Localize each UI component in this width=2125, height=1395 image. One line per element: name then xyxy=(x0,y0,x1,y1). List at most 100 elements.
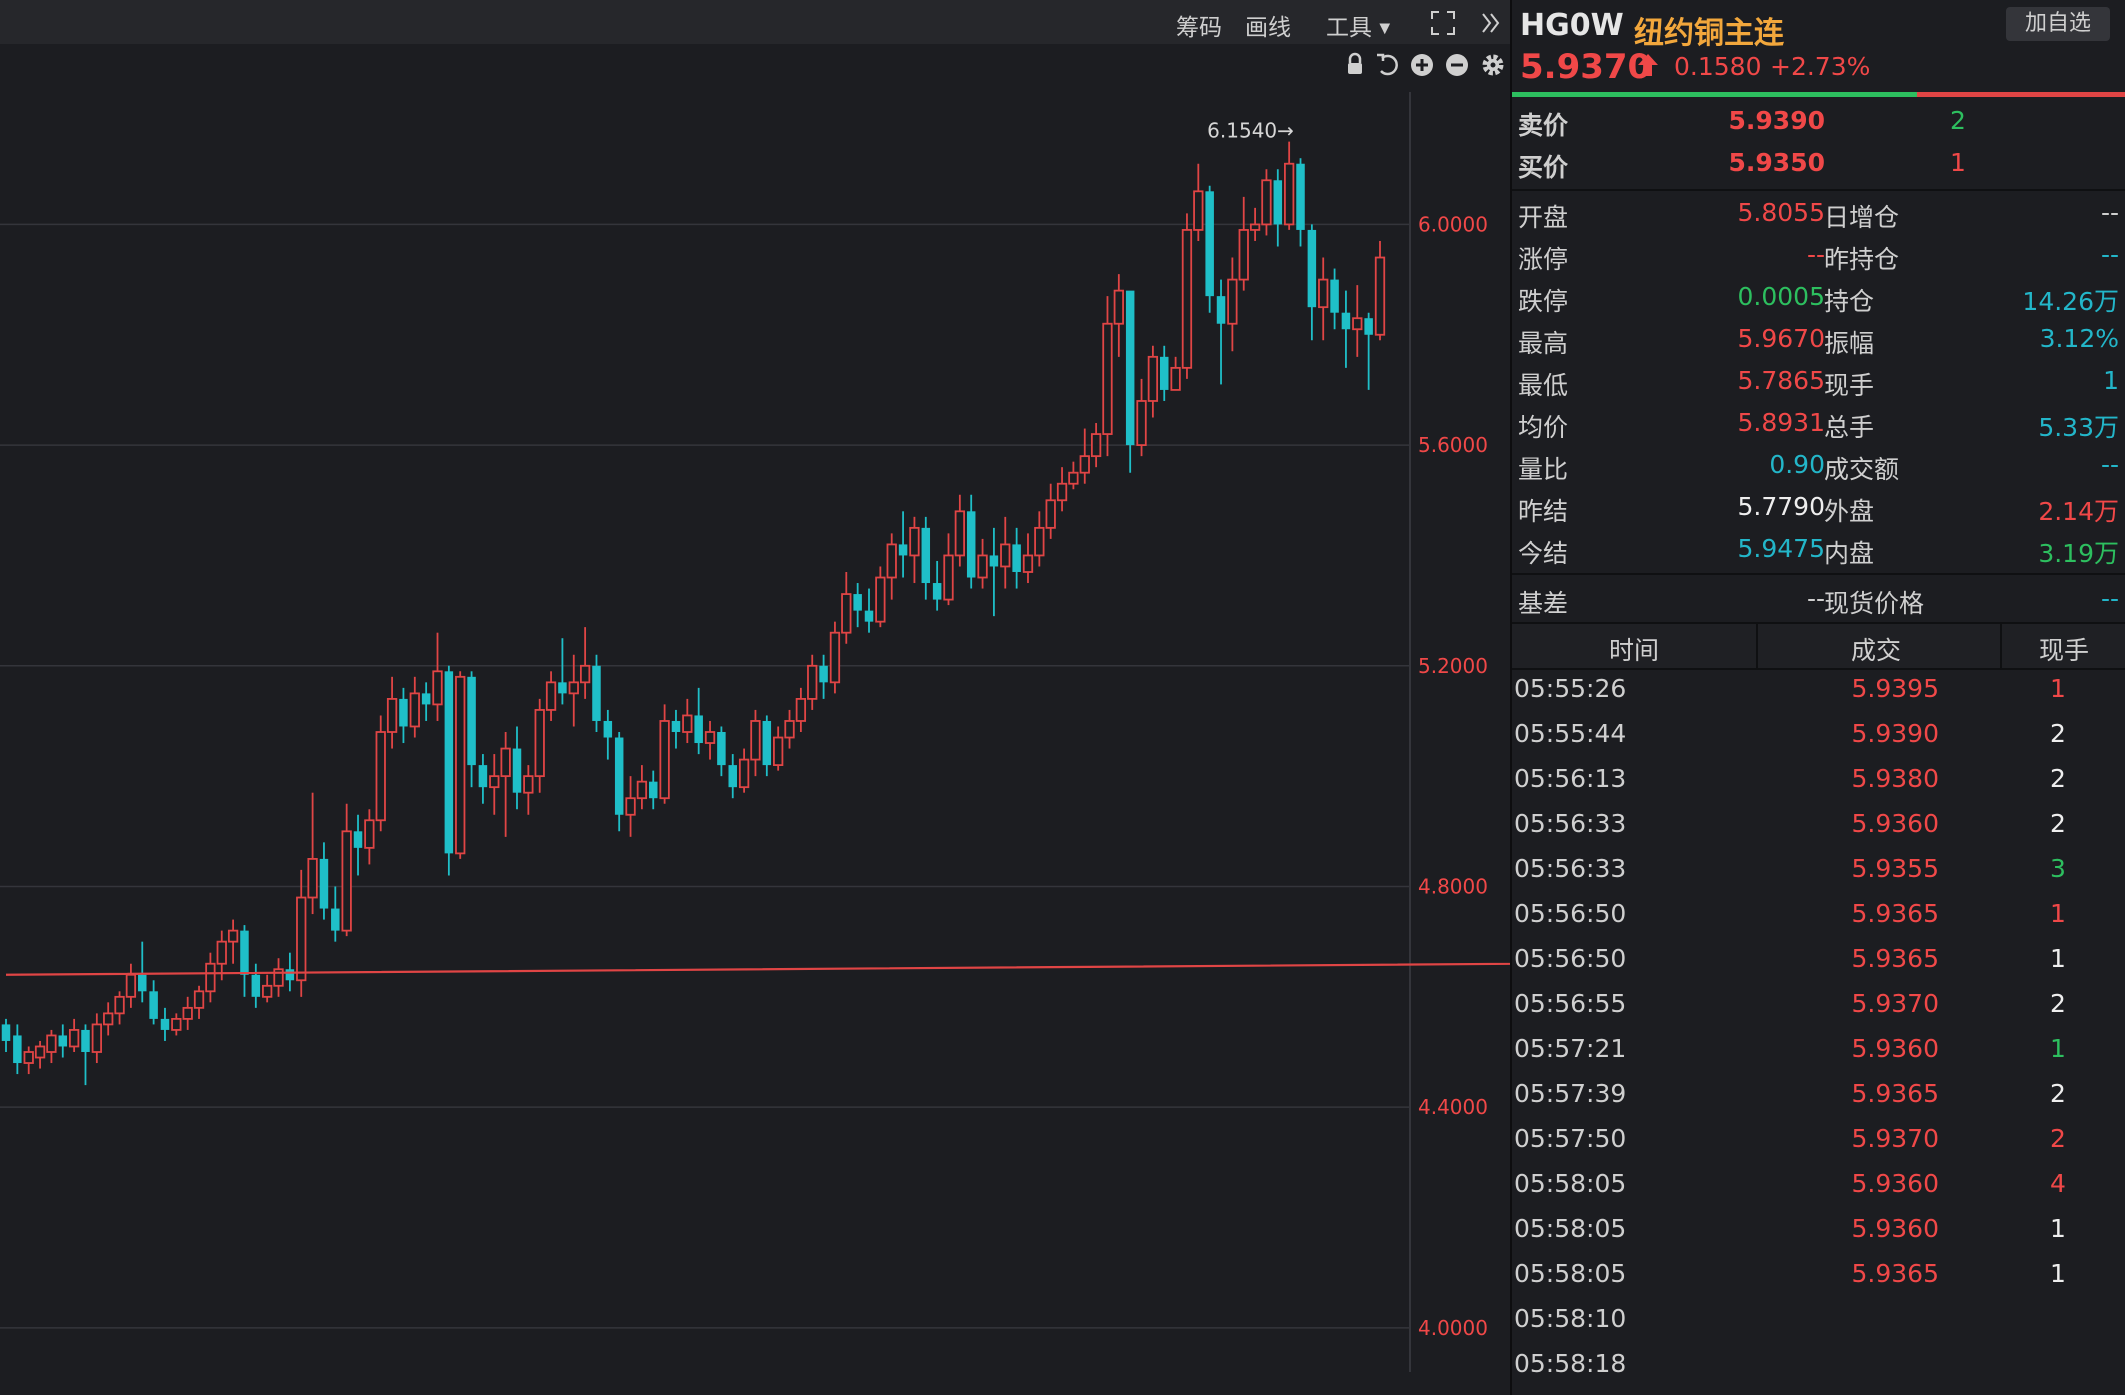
divider xyxy=(1512,189,2125,191)
settings-gear-icon[interactable] xyxy=(1478,50,1508,80)
col-price: 成交 xyxy=(1851,636,1902,665)
candle-body xyxy=(319,858,329,909)
draw-line-button[interactable]: 画线 xyxy=(1245,15,1291,41)
bid-volume: 1 xyxy=(1950,148,1966,177)
tick-row: 05:56:55 5.9370 2 xyxy=(1512,982,2125,1027)
stat-value: 5.9475 xyxy=(1737,534,1825,563)
stat-value: 5.8055 xyxy=(1737,198,1825,227)
candle-body xyxy=(296,896,307,982)
up-arrow-icon xyxy=(1638,54,1658,76)
tick-time: 05:57:50 xyxy=(1514,1124,1627,1153)
tick-price: 5.9390 xyxy=(1851,719,1939,748)
tick-time: 05:56:33 xyxy=(1514,809,1627,838)
tick-price: 5.9380 xyxy=(1851,764,1939,793)
candle-body xyxy=(1113,289,1124,325)
candle-body xyxy=(1249,223,1261,231)
candle-body xyxy=(853,594,862,611)
candle-body xyxy=(954,510,966,557)
candle-body xyxy=(1,1024,11,1041)
tick-volume: 4 xyxy=(2050,1169,2066,1198)
tick-volume: 2 xyxy=(2050,764,2066,793)
candle-body xyxy=(694,715,703,744)
zoom-out-icon[interactable] xyxy=(1442,50,1472,80)
quote-panel: HG0W 纽约铜主连 加自选 5.9370 0.1580 +2.73% 卖价 5… xyxy=(1512,0,2125,1395)
candle-body xyxy=(103,1012,114,1026)
candle-body xyxy=(432,670,443,706)
candle-body xyxy=(1374,256,1386,336)
candle-body xyxy=(682,714,693,733)
candle-body xyxy=(251,974,261,997)
candle-body xyxy=(625,797,636,816)
lock-icon[interactable] xyxy=(1340,50,1370,80)
fullscreen-icon[interactable] xyxy=(1430,10,1456,36)
y-tick-label: 6.0000 xyxy=(1418,212,1488,236)
tick-time: 05:58:05 xyxy=(1514,1169,1627,1198)
ask-price: 5.9390 xyxy=(1728,106,1825,135)
zoom-in-icon[interactable] xyxy=(1407,50,1437,80)
stat-value: 3.19万 xyxy=(2038,539,2119,568)
high-price-marker: 6.1540→ xyxy=(1207,118,1294,142)
tick-volume: 1 xyxy=(2050,944,2066,973)
candle-body xyxy=(671,720,681,732)
tick-price: 5.9365 xyxy=(1851,944,1939,973)
candle-body xyxy=(478,765,488,788)
bid-row[interactable]: 买价 5.9350 1 xyxy=(1512,142,2125,184)
tick-price: 5.9365 xyxy=(1851,1079,1939,1108)
candlestick-chart[interactable]: 6.0000 5.6000 5.2000 4.8000 4.4000 4.0000 6.15… xyxy=(0,92,1510,1382)
tick-volume: 2 xyxy=(2050,1124,2066,1153)
stat-label: 内盘 xyxy=(1824,539,1875,568)
stat-label: 振幅 xyxy=(1824,329,1875,358)
stat-row: 昨结 5.7790 外盘 2.14万 xyxy=(1512,486,2125,528)
double-chevron-right-icon[interactable] xyxy=(1480,10,1502,36)
chips-button[interactable]: 筹码 xyxy=(1176,15,1222,41)
candle-body xyxy=(1330,279,1339,313)
candle-body xyxy=(467,676,476,766)
candle-body xyxy=(125,973,137,998)
candle-body xyxy=(1284,162,1295,226)
candle-body xyxy=(784,720,795,739)
candle-body xyxy=(1056,482,1068,502)
tick-time: 05:58:05 xyxy=(1514,1259,1627,1288)
candle-body xyxy=(579,664,591,684)
symbol-name: 纽约铜主连 xyxy=(1634,16,1784,51)
price-change: 0.1580 xyxy=(1674,52,1762,81)
add-watchlist-button[interactable]: 加自选 xyxy=(2006,7,2110,41)
tools-button[interactable]: 工具 ▼ xyxy=(1326,8,1390,42)
candle-body xyxy=(81,1029,90,1052)
candle-body xyxy=(1000,543,1011,568)
tick-time: 05:55:26 xyxy=(1514,674,1627,703)
candle-body xyxy=(68,1029,80,1048)
y-tick-label: 4.4000 xyxy=(1418,1095,1488,1119)
tick-volume: 3 xyxy=(2050,854,2066,883)
tick-volume: 1 xyxy=(2050,1214,2066,1243)
candle-body xyxy=(592,665,601,721)
basis-row: 基差 -- 现货价格 -- xyxy=(1512,578,2125,620)
candle-body xyxy=(966,511,976,578)
candle-body xyxy=(1181,229,1193,369)
stat-row: 均价 5.8931 总手 5.33万 xyxy=(1512,402,2125,444)
candle-body xyxy=(455,675,466,855)
tick-row: 05:56:13 5.9380 2 xyxy=(1512,757,2125,802)
tick-volume: 1 xyxy=(2050,674,2066,703)
tick-time: 05:56:50 xyxy=(1514,899,1627,928)
candle-body xyxy=(399,698,408,727)
candle-body xyxy=(1136,400,1147,447)
stat-value: -- xyxy=(1806,240,1825,269)
tick-time: 05:58:18 xyxy=(1514,1349,1627,1378)
candle-body xyxy=(1238,229,1249,281)
candle-body xyxy=(1341,312,1351,330)
candle-body xyxy=(1102,322,1113,435)
candle-body xyxy=(1261,179,1272,226)
undo-icon[interactable] xyxy=(1373,50,1403,80)
candle-body xyxy=(1068,471,1079,485)
candle-body xyxy=(898,544,908,556)
candle-body xyxy=(534,709,545,778)
panel-divider[interactable] xyxy=(1510,0,1512,1395)
candle-body xyxy=(386,697,398,733)
last-price: 5.9370 xyxy=(1520,47,1652,87)
stat-row: 今结 5.9475 内盘 3.19万 xyxy=(1512,528,2125,570)
ask-row[interactable]: 卖价 5.9390 2 xyxy=(1512,100,2125,142)
candle-body xyxy=(921,527,931,584)
ticks-header: 时间 成交 现手 xyxy=(1512,622,2125,670)
tools-label: 工具 xyxy=(1326,15,1372,41)
